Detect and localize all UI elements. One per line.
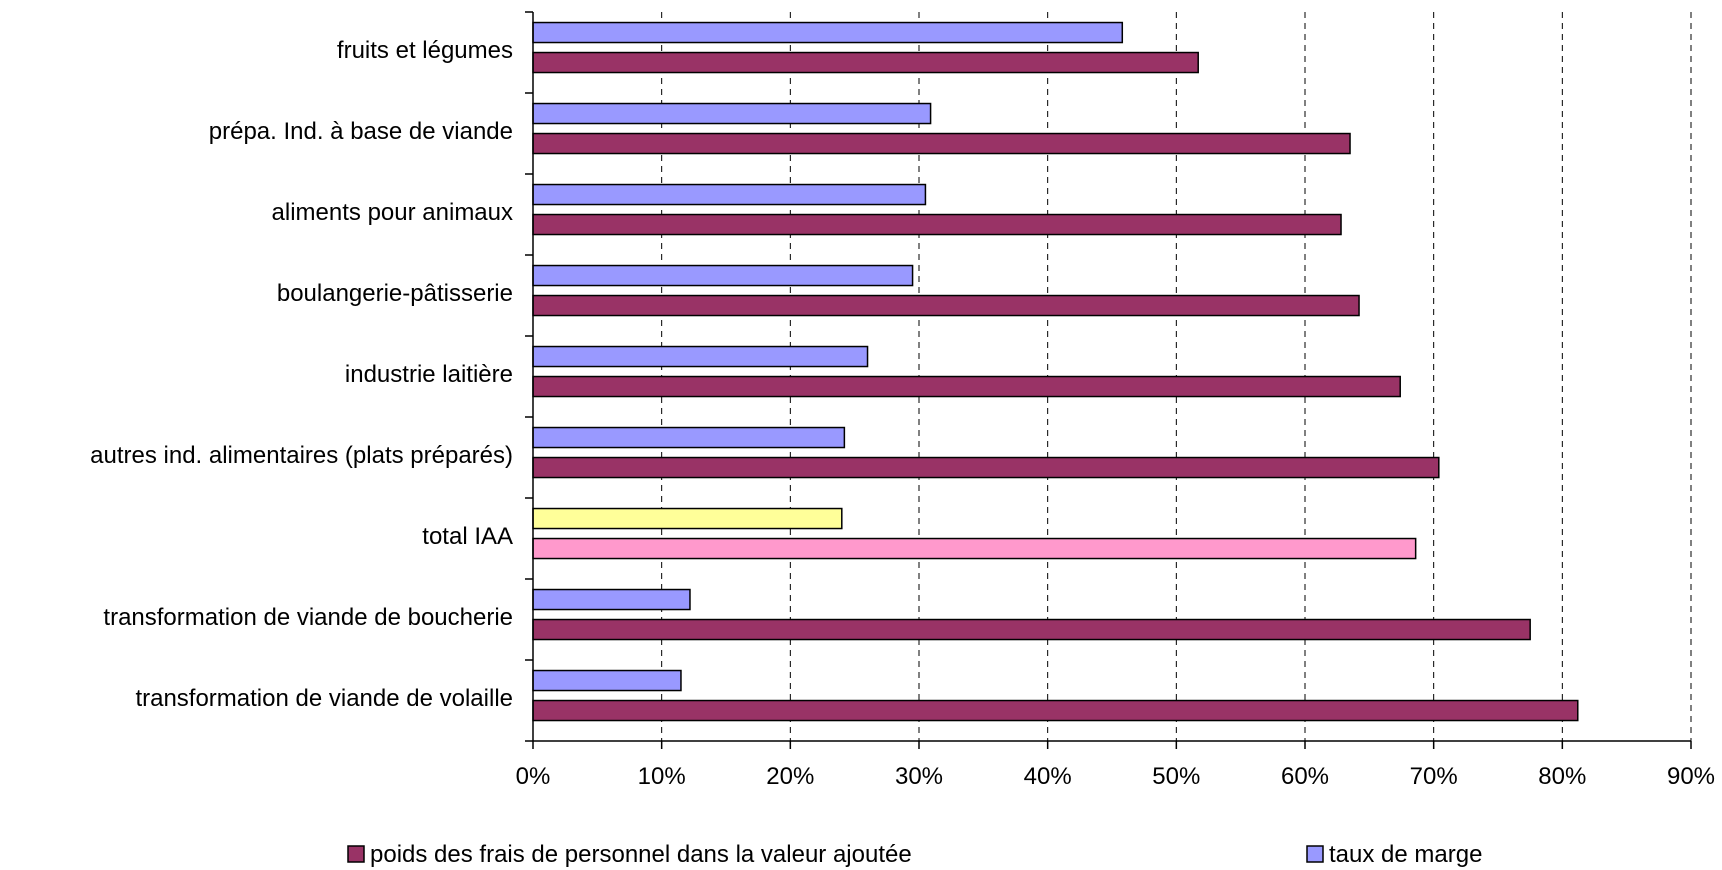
legend-label: taux de marge — [1329, 841, 1482, 868]
bar-taux-de-marge — [532, 102, 932, 125]
bar-taux-de-marge — [532, 264, 914, 287]
bar-taux-de-marge — [532, 588, 691, 611]
category-label: prépa. Ind. à base de viande — [209, 118, 513, 145]
category-label: autres ind. alimentaires (plats préparés… — [90, 442, 513, 469]
category-label: transformation de viande de volaille — [135, 685, 513, 712]
x-tick-label: 60% — [1281, 763, 1329, 790]
category-label: fruits et légumes — [337, 37, 513, 64]
bar-poids-frais-personnel — [532, 699, 1579, 722]
bar-poids-frais-personnel — [532, 294, 1360, 317]
bar-taux-de-marge — [532, 507, 843, 530]
legend-swatch — [1306, 845, 1324, 863]
category-label: total IAA — [422, 523, 513, 550]
legend-label: poids des frais de personnel dans la val… — [370, 841, 912, 868]
bars — [532, 21, 1579, 722]
bar-taux-de-marge — [532, 345, 869, 368]
category-label: boulangerie-pâtisserie — [277, 280, 513, 307]
category-label: transformation de viande de boucherie — [103, 604, 513, 631]
bar-poids-frais-personnel — [532, 375, 1401, 398]
bar-poids-frais-personnel — [532, 213, 1342, 236]
legend: poids des frais de personnel dans la val… — [347, 841, 1482, 868]
bar-poids-frais-personnel — [532, 456, 1440, 479]
bar-poids-frais-personnel — [532, 132, 1351, 155]
bar-taux-de-marge — [532, 669, 682, 692]
x-tick-label: 50% — [1152, 763, 1200, 790]
category-label: aliments pour animaux — [272, 199, 513, 226]
category-label: industrie laitière — [345, 361, 513, 388]
x-tick-label: 20% — [766, 763, 814, 790]
x-tick-labels: 0% 10% 20% 30% 40% 50% 60% 70% 80% 90% — [516, 763, 1715, 790]
bar-taux-de-marge — [532, 183, 927, 206]
category-labels: fruits et légumes prépa. Ind. à base de v… — [90, 37, 513, 712]
x-tick-label: 30% — [895, 763, 943, 790]
axes — [525, 11, 1692, 749]
x-tick-label: 40% — [1024, 763, 1072, 790]
x-tick-label: 0% — [516, 763, 551, 790]
bar-poids-frais-personnel — [532, 537, 1417, 560]
bar-taux-de-marge — [532, 426, 846, 449]
x-tick-label: 90% — [1667, 763, 1715, 790]
bar-taux-de-marge — [532, 21, 1124, 44]
x-tick-label: 10% — [638, 763, 686, 790]
bar-poids-frais-personnel — [532, 618, 1531, 641]
bar-poids-frais-personnel — [532, 51, 1199, 74]
x-tick-label: 80% — [1538, 763, 1586, 790]
legend-swatch — [347, 845, 365, 863]
x-tick-label: 70% — [1410, 763, 1458, 790]
